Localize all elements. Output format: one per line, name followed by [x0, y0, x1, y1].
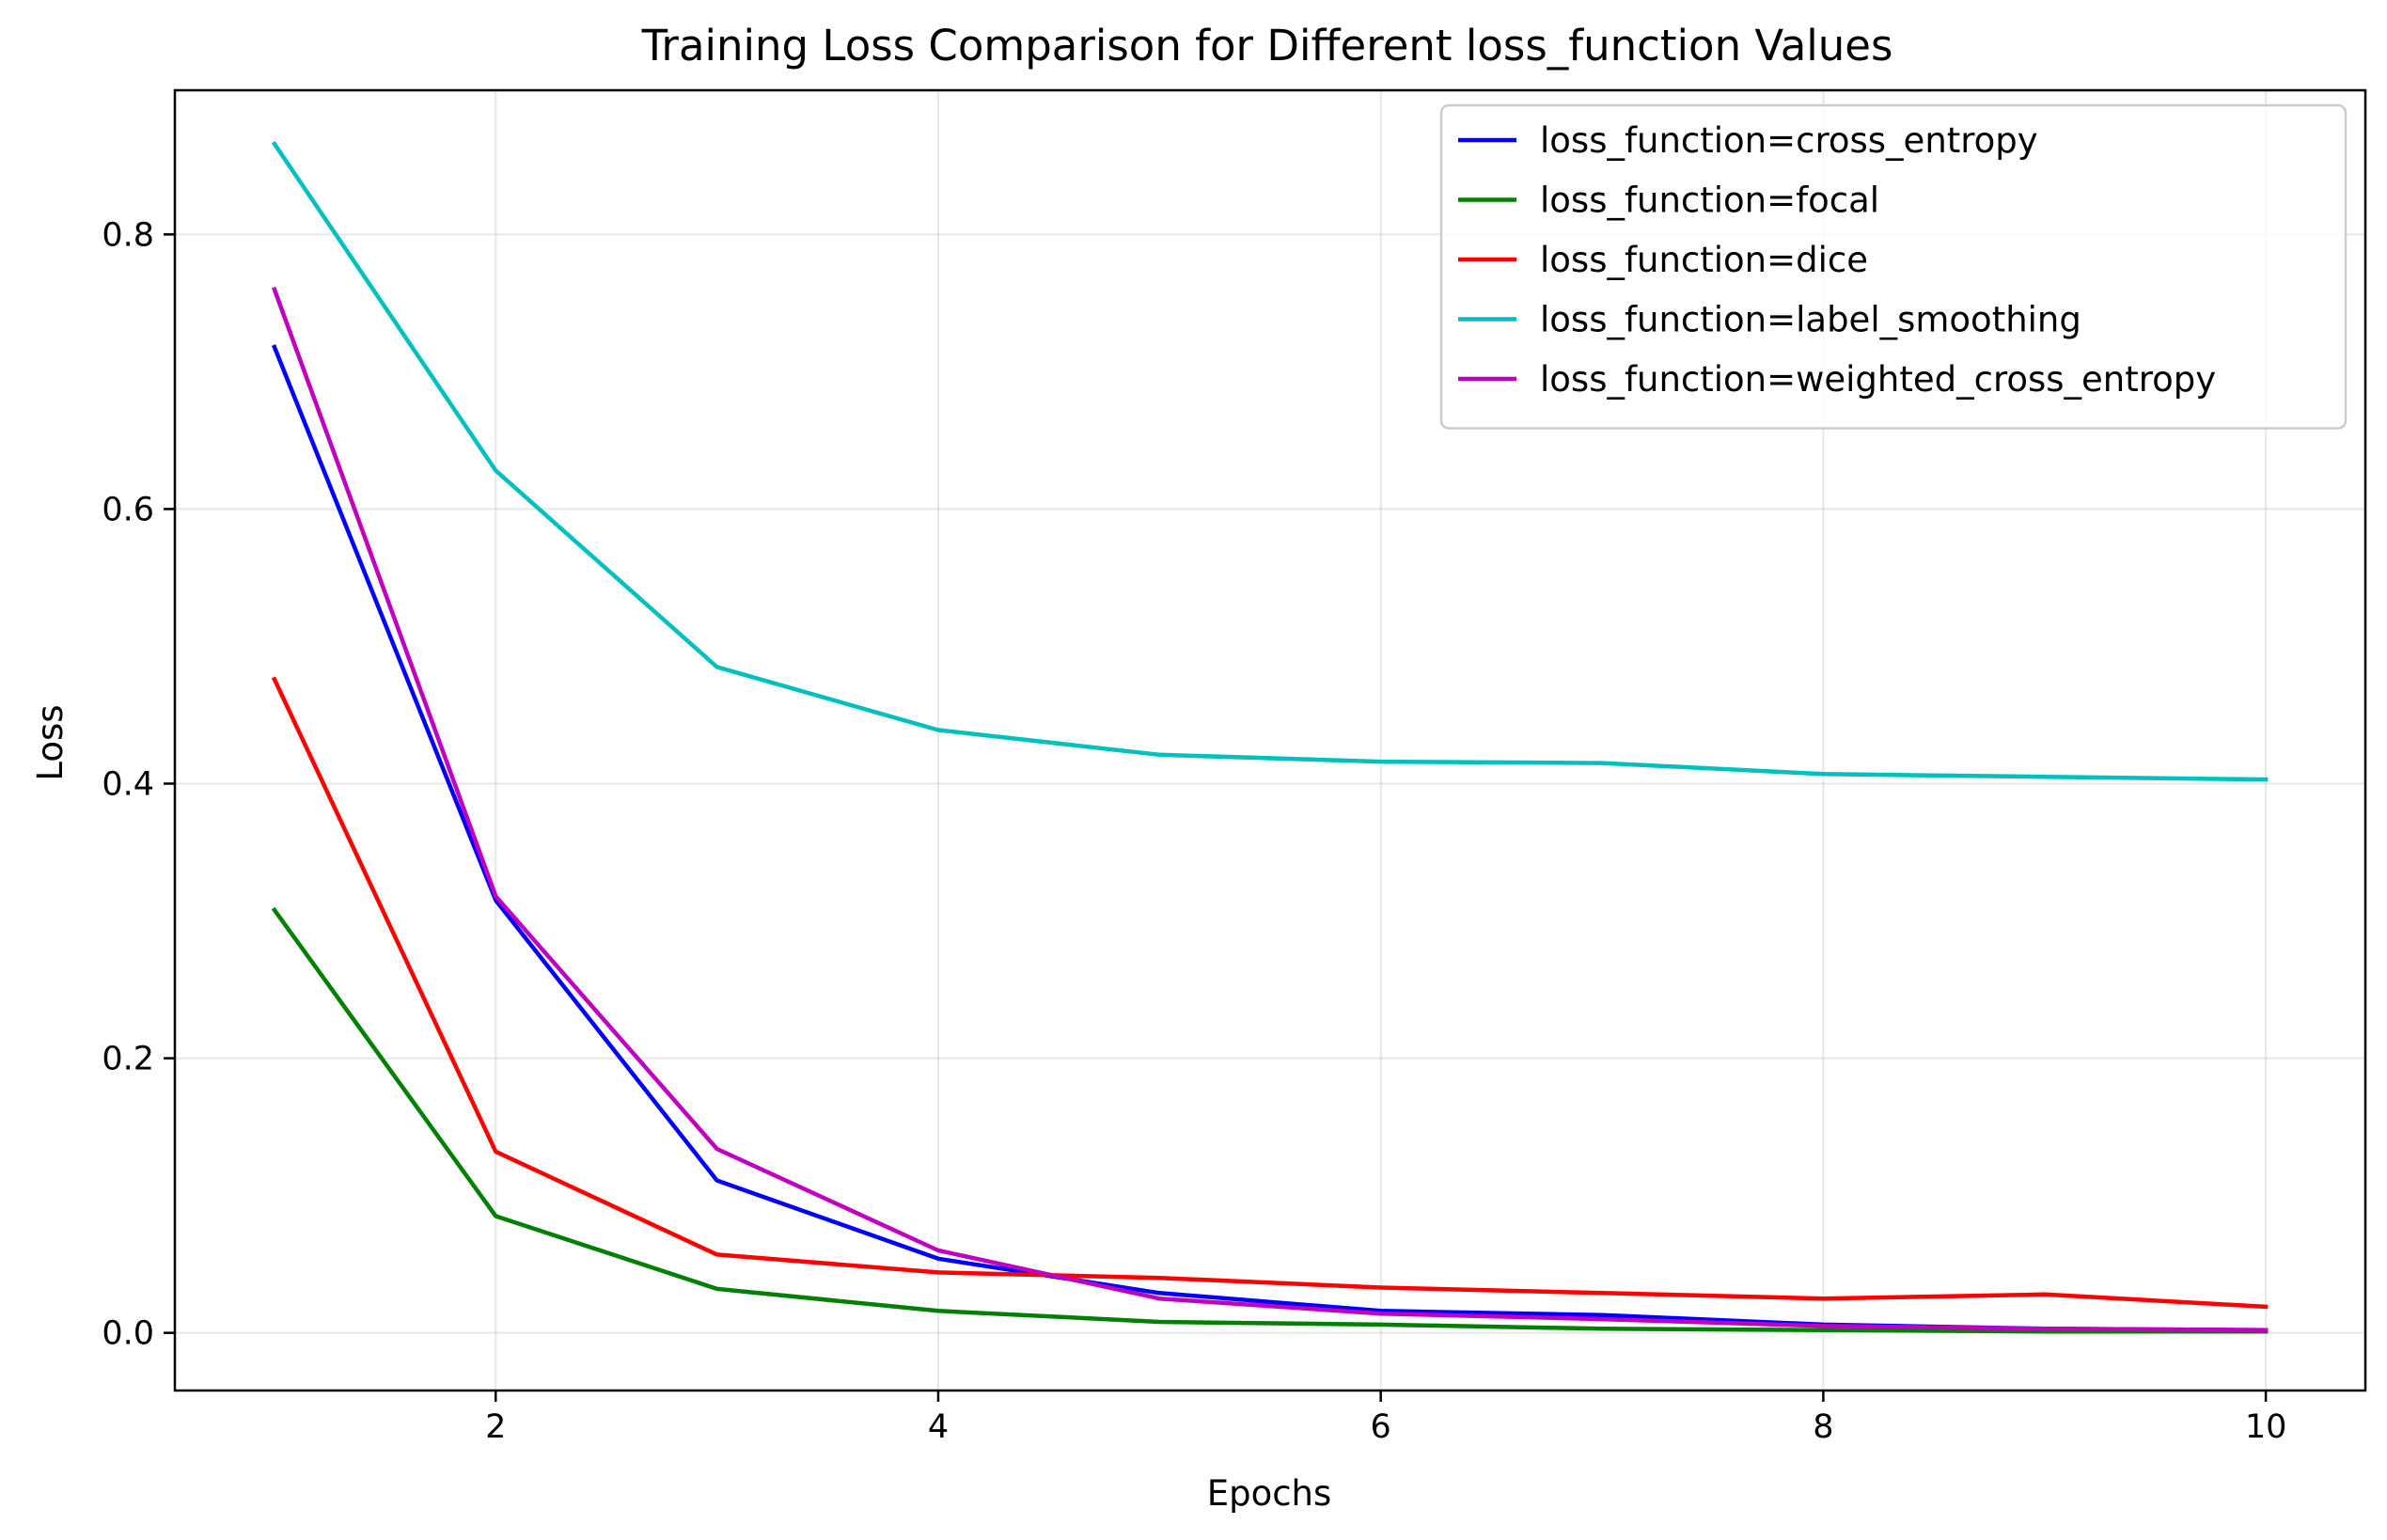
series-lines [271, 140, 2269, 1334]
series-line-1 [271, 906, 2269, 1334]
legend-label-1: loss_function=focal [1540, 181, 1879, 221]
series-line-4 [272, 286, 2269, 1332]
x-tick-label: 4 [928, 1408, 949, 1446]
y-tick-label: 0.4 [102, 766, 154, 804]
legend-label-4: loss_function=weighted_cross_entropy [1540, 359, 2216, 400]
x-tick-label: 6 [1371, 1408, 1391, 1446]
axis-ticks: 2 4 6 8 10 0.0 0.2 0.4 0.6 0.8 [102, 216, 2286, 1446]
legend-label-0: loss_function=cross_entropy [1540, 120, 2038, 161]
x-axis-label: Epochs [1207, 1473, 1332, 1514]
y-tick-label: 0.8 [102, 216, 154, 254]
x-tick-label: 2 [485, 1408, 506, 1446]
chart-title: Training Loss Comparison for Different l… [641, 21, 1893, 71]
series-line-2 [271, 676, 2269, 1310]
y-tick-label: 0.6 [102, 491, 154, 528]
y-tick-label: 0.0 [102, 1315, 154, 1353]
plot-frame [173, 88, 2367, 1392]
y-axis-label: Loss [30, 704, 71, 780]
series-line-3 [271, 140, 2269, 782]
x-tick-label: 8 [1813, 1408, 1833, 1446]
series-line-0 [271, 344, 2269, 1332]
x-tick-label: 10 [2245, 1408, 2287, 1446]
legend-box [1439, 103, 2348, 430]
y-tick-label: 0.2 [102, 1041, 154, 1078]
legend: loss_function=cross_entropy loss_function… [1439, 103, 2348, 430]
legend-label-2: loss_function=dice [1540, 240, 1868, 280]
legend-label-3: loss_function=label_smoothing [1540, 300, 2081, 340]
